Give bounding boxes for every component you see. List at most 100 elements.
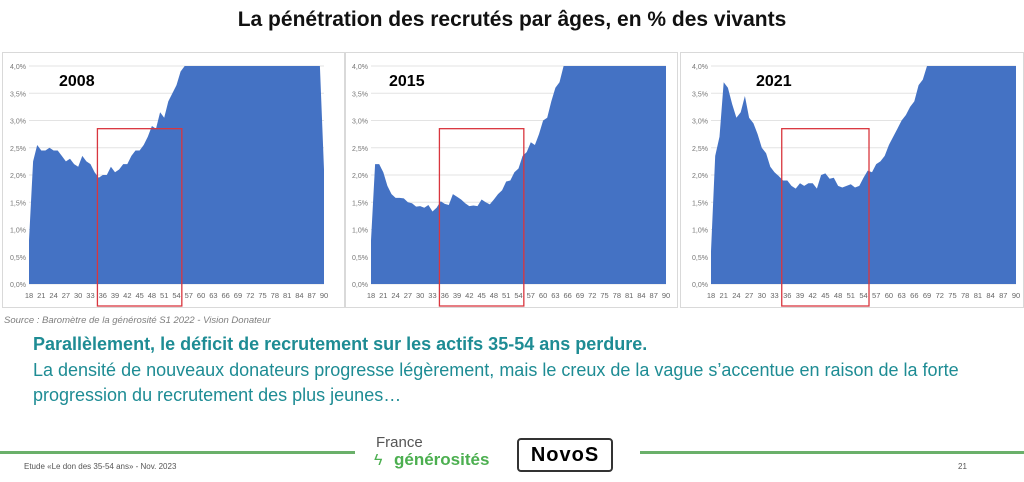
x-tick-label: 72 — [588, 291, 596, 300]
y-tick-label: 0,5% — [10, 255, 26, 262]
x-tick-label: 69 — [576, 291, 584, 300]
y-tick-label: 2,5% — [10, 146, 26, 153]
y-tick-label: 1,0% — [10, 228, 26, 235]
y-tick-label: 3,0% — [10, 119, 26, 126]
france-generosites-logo: France ϟ générosités — [374, 434, 490, 469]
y-tick-label: 4,0% — [352, 64, 368, 71]
chart-panel-2015: 0,0% 0,5% 1,0% 1,5% 2,0% 2,5% 3,0% 3,5% 4,0% 18 21… — [345, 52, 678, 308]
x-tick-label: 90 — [320, 291, 328, 300]
y-tick-label: 1,5% — [692, 200, 708, 207]
footer-line-right — [640, 451, 1024, 454]
area-chart: 0,0% 0,5% 1,0% 1,5% 2,0% 2,5% 3,0% 3,5% 4,0% 18 21… — [10, 64, 328, 307]
chart-year-label: 2008 — [59, 73, 95, 90]
x-tick-label: 51 — [160, 291, 168, 300]
x-tick-label: 69 — [234, 291, 242, 300]
x-tick-label: 60 — [539, 291, 547, 300]
x-tick-label: 36 — [783, 291, 791, 300]
x-tick-label: 72 — [936, 291, 944, 300]
x-tick-label: 63 — [897, 291, 905, 300]
y-tick-label: 0,0% — [10, 282, 26, 289]
x-tick-label: 42 — [808, 291, 816, 300]
chart-year-label: 2015 — [389, 73, 425, 90]
x-tick-label: 54 — [172, 291, 180, 300]
y-tick-label: 1,5% — [352, 200, 368, 207]
y-tick-label: 1,5% — [10, 200, 26, 207]
chart-year-label: 2021 — [756, 73, 792, 90]
x-tick-label: 54 — [859, 291, 867, 300]
x-tick-label: 21 — [37, 291, 45, 300]
x-tick-label: 57 — [185, 291, 193, 300]
y-tick-label: 4,0% — [10, 64, 26, 71]
x-tick-label: 18 — [367, 291, 375, 300]
x-tick-label: 27 — [404, 291, 412, 300]
x-tick-label: 39 — [453, 291, 461, 300]
x-tick-label: 48 — [490, 291, 498, 300]
x-tick-label: 75 — [948, 291, 956, 300]
y-tick-label: 0,5% — [692, 255, 708, 262]
slide-title: La pénétration des recrutés par âges, en… — [237, 8, 787, 31]
x-tick-label: 81 — [625, 291, 633, 300]
x-tick-label: 90 — [1012, 291, 1020, 300]
page-number: 21 — [958, 462, 967, 471]
y-tick-label: 3,0% — [352, 119, 368, 126]
x-tick-label: 36 — [99, 291, 107, 300]
x-tick-label: 36 — [441, 291, 449, 300]
y-tick-label: 2,5% — [352, 146, 368, 153]
y-tick-label: 3,0% — [692, 119, 708, 126]
x-tick-label: 33 — [428, 291, 436, 300]
x-tick-label: 45 — [821, 291, 829, 300]
area-chart: 0,0% 0,5% 1,0% 1,5% 2,0% 2,5% 3,0% 3,5% 4,0% 18 21… — [692, 64, 1020, 307]
body-text: La densité de nouveaux donateurs progres… — [33, 360, 959, 405]
x-tick-label: 54 — [514, 291, 522, 300]
x-tick-label: 39 — [796, 291, 804, 300]
x-tick-label: 81 — [974, 291, 982, 300]
lead-statement: Parallèlement, le déficit de recrutement… — [33, 334, 648, 354]
x-tick-label: 66 — [910, 291, 918, 300]
x-tick-label: 48 — [148, 291, 156, 300]
x-tick-label: 24 — [49, 291, 57, 300]
y-tick-label: 0,0% — [352, 282, 368, 289]
x-tick-label: 18 — [25, 291, 33, 300]
x-tick-label: 72 — [246, 291, 254, 300]
x-tick-label: 27 — [745, 291, 753, 300]
y-tick-label: 3,5% — [692, 91, 708, 98]
x-tick-label: 30 — [416, 291, 424, 300]
area-chart: 0,0% 0,5% 1,0% 1,5% 2,0% 2,5% 3,0% 3,5% 4,0% 18 21… — [352, 64, 670, 307]
y-tick-label: 3,5% — [10, 91, 26, 98]
x-tick-label: 24 — [732, 291, 740, 300]
novos-logo: NovoS — [517, 438, 613, 472]
x-tick-label: 87 — [999, 291, 1007, 300]
x-tick-label: 84 — [295, 291, 303, 300]
x-tick-label: 45 — [477, 291, 485, 300]
y-tick-label: 2,5% — [692, 146, 708, 153]
x-tick-label: 81 — [283, 291, 291, 300]
x-tick-label: 18 — [707, 291, 715, 300]
y-tick-label: 2,0% — [692, 173, 708, 180]
x-tick-label: 90 — [662, 291, 670, 300]
area-series — [29, 66, 324, 284]
x-tick-label: 45 — [135, 291, 143, 300]
x-tick-label: 87 — [650, 291, 658, 300]
x-tick-label: 42 — [123, 291, 131, 300]
y-tick-label: 1,0% — [352, 228, 368, 235]
x-tick-label: 30 — [74, 291, 82, 300]
runner-icon: ϟ — [374, 452, 383, 469]
x-tick-label: 84 — [637, 291, 645, 300]
x-tick-label: 60 — [197, 291, 205, 300]
x-tick-label: 27 — [62, 291, 70, 300]
footer-line-left — [0, 451, 355, 454]
y-tick-label: 2,0% — [10, 173, 26, 180]
x-tick-label: 24 — [391, 291, 399, 300]
footer-study: Etude «Le don des 35-54 ans» - Nov. 2023 — [24, 462, 177, 471]
highlight-box-35-54 — [781, 128, 870, 307]
x-tick-label: 60 — [885, 291, 893, 300]
area-series — [711, 66, 1016, 284]
x-tick-label: 75 — [600, 291, 608, 300]
x-tick-label: 78 — [961, 291, 969, 300]
x-tick-label: 21 — [720, 291, 728, 300]
x-tick-label: 66 — [221, 291, 229, 300]
highlight-box-35-54 — [438, 128, 525, 307]
x-tick-label: 75 — [258, 291, 266, 300]
x-tick-label: 69 — [923, 291, 931, 300]
x-tick-label: 33 — [86, 291, 94, 300]
